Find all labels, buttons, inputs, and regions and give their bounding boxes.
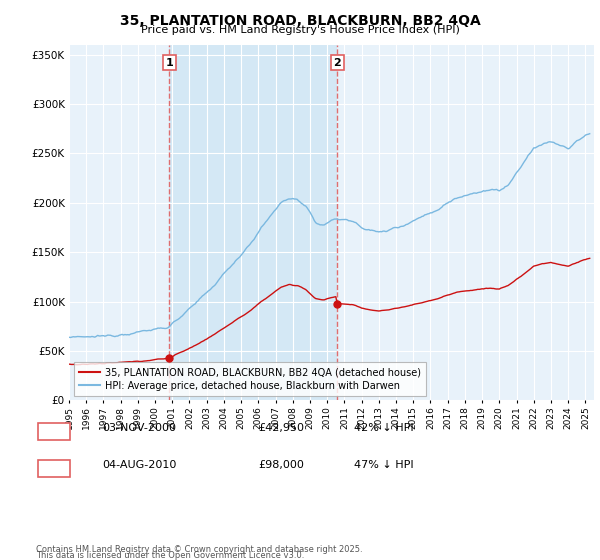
Text: 35, PLANTATION ROAD, BLACKBURN, BB2 4QA: 35, PLANTATION ROAD, BLACKBURN, BB2 4QA xyxy=(119,14,481,28)
Text: Price paid vs. HM Land Registry's House Price Index (HPI): Price paid vs. HM Land Registry's House … xyxy=(140,25,460,35)
Text: 2: 2 xyxy=(50,461,58,475)
Text: £42,950: £42,950 xyxy=(258,423,304,433)
FancyBboxPatch shape xyxy=(38,460,70,477)
Text: This data is licensed under the Open Government Licence v3.0.: This data is licensed under the Open Gov… xyxy=(36,551,304,560)
Text: 1: 1 xyxy=(166,58,173,68)
Text: Contains HM Land Registry data © Crown copyright and database right 2025.: Contains HM Land Registry data © Crown c… xyxy=(36,545,362,554)
Legend: 35, PLANTATION ROAD, BLACKBURN, BB2 4QA (detached house), HPI: Average price, de: 35, PLANTATION ROAD, BLACKBURN, BB2 4QA … xyxy=(74,362,426,395)
FancyBboxPatch shape xyxy=(38,423,70,440)
Text: 42% ↓ HPI: 42% ↓ HPI xyxy=(354,423,413,433)
Text: 2: 2 xyxy=(334,58,341,68)
Text: 47% ↓ HPI: 47% ↓ HPI xyxy=(354,460,413,470)
Text: 03-NOV-2000: 03-NOV-2000 xyxy=(102,423,176,433)
Text: 04-AUG-2010: 04-AUG-2010 xyxy=(102,460,176,470)
Text: £98,000: £98,000 xyxy=(258,460,304,470)
Bar xyxy=(169,45,337,400)
Text: 1: 1 xyxy=(50,425,58,438)
